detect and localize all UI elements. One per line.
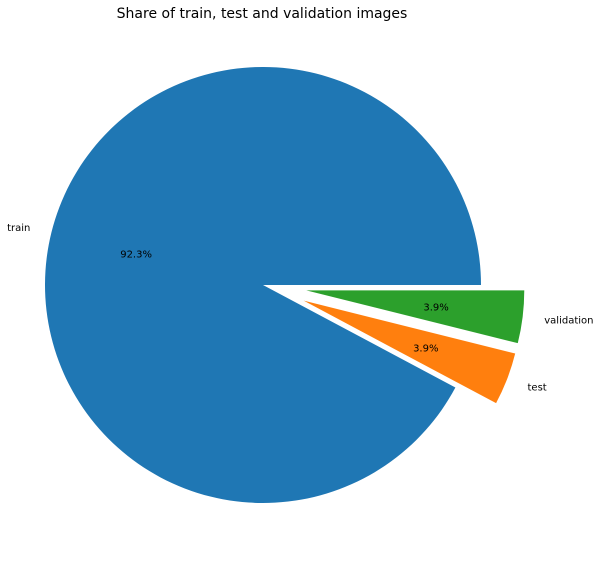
percent-label-test: 3.9%: [413, 344, 438, 355]
chart-title: Share of train, test and validation imag…: [117, 6, 408, 22]
pie-slice-test: [303, 300, 516, 404]
slice-label-validation: validation: [544, 316, 593, 327]
pie-slice-train: [44, 67, 482, 504]
pie-labels: train 92.3% test 3.9% validation 3.9%: [7, 223, 593, 394]
pie-slices: [44, 67, 525, 504]
pie-slice-validation: [306, 290, 525, 344]
slice-label-test: test: [528, 383, 547, 394]
percent-label-validation: 3.9%: [423, 302, 448, 313]
slice-label-train: train: [7, 223, 30, 234]
percent-label-train: 92.3%: [120, 249, 152, 260]
